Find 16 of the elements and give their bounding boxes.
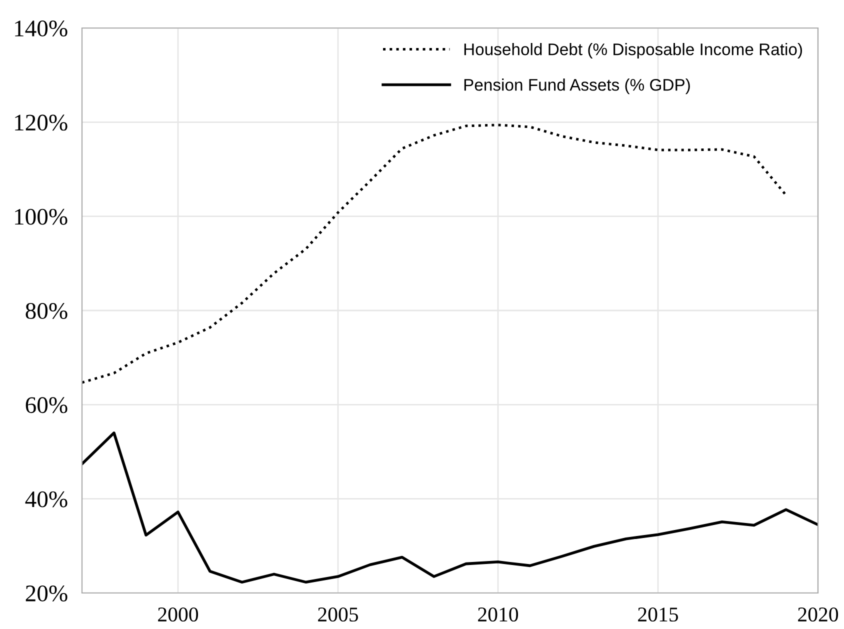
line-series (82, 124, 788, 384)
y-tick-label: 40% (25, 491, 68, 508)
x-tick-label: 2005 (318, 607, 358, 622)
y-tick-label: 20% (26, 585, 68, 602)
y-tick-label: 140% (15, 20, 68, 36)
y-tick-label: 120% (15, 114, 68, 131)
line-series (82, 432, 818, 584)
y-tick-label: 100% (15, 208, 68, 225)
legend-label: Pension Fund Assets (% GDP) (464, 78, 690, 94)
x-tick-label: 2000 (158, 607, 198, 622)
x-tick-label: 2015 (638, 607, 678, 622)
y-tick-label: 80% (26, 302, 68, 319)
y-tick-label: 60% (26, 397, 68, 414)
legend-label: Household Debt (% Disposable Income Ratio) (464, 43, 802, 59)
x-tick-label: 2020 (798, 607, 838, 622)
x-tick-label: 2010 (478, 607, 518, 622)
